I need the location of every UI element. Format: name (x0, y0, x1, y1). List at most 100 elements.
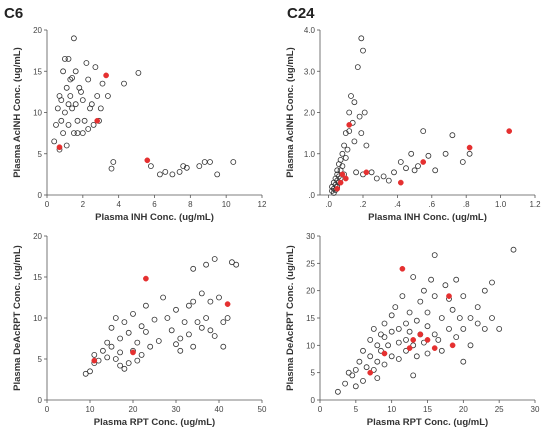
y-tick-label: 25 (306, 259, 315, 268)
data-point (363, 142, 370, 149)
y-axis-title: Plasma DeAcRPT Conc. (ug/mL) (12, 245, 23, 391)
data-point (58, 117, 65, 124)
data-point (489, 279, 495, 286)
data-point (112, 315, 119, 321)
data-point (60, 130, 66, 137)
y-tick-label: 10 (33, 109, 42, 118)
highlighted-data-point (342, 175, 349, 182)
highlighted-data-point (103, 72, 109, 79)
x-tick-label: 8 (188, 200, 193, 209)
data-point (424, 350, 431, 357)
data-point (351, 138, 358, 145)
data-point (467, 315, 474, 321)
data-point (190, 265, 197, 272)
data-point (183, 164, 190, 171)
highlighted-data-point (91, 357, 98, 364)
data-point (339, 150, 346, 157)
data-point (105, 93, 111, 99)
data-point (198, 290, 205, 297)
data-point (406, 328, 413, 335)
data-point (352, 383, 359, 390)
data-point (155, 338, 162, 344)
data-point (125, 360, 132, 367)
data-point (373, 175, 380, 182)
data-point (117, 349, 123, 356)
data-point (368, 169, 375, 176)
data-point (69, 105, 75, 112)
data-point (406, 309, 413, 316)
y-tick-label: 10 (33, 314, 42, 323)
data-point (216, 294, 222, 301)
y-tick-label: 5 (38, 150, 43, 159)
data-point (82, 370, 89, 377)
x-tick-label: .4 (394, 200, 401, 209)
data-point (151, 316, 158, 323)
data-point (342, 380, 349, 387)
highlighted-data-point (130, 349, 136, 356)
chart-c6-inh: 0 2 4 6 8 10 12 0 5 10 15 20 Plasma INH Conc. (ug/mL… (12, 26, 267, 223)
y-tick-label: 5 (311, 369, 316, 378)
data-point (374, 358, 381, 365)
data-point (381, 320, 388, 327)
data-point (79, 130, 86, 137)
data-point (381, 361, 388, 368)
data-point (97, 105, 104, 112)
data-point (220, 343, 227, 350)
data-point (185, 302, 192, 309)
data-point (459, 159, 466, 165)
data-point (65, 122, 72, 128)
data-point (164, 315, 171, 321)
data-point (474, 320, 481, 327)
data-point (453, 276, 460, 283)
highlighted-data-point (466, 144, 473, 151)
x-tick-label: 40 (215, 405, 224, 414)
data-point (403, 347, 409, 354)
data-point (385, 342, 392, 349)
data-point (224, 315, 231, 321)
data-point (395, 356, 402, 362)
y-tick-label: 1.0 (304, 150, 316, 159)
panel-label-c6: C6 (4, 5, 23, 22)
x-tick-label: 20 (459, 405, 468, 414)
y-tick-label: 15 (33, 67, 42, 76)
data-point (397, 159, 404, 165)
data-point (104, 354, 111, 361)
data-point (356, 113, 363, 120)
x-tick-label: .0 (325, 200, 332, 209)
x-axis-title: Plasma INH Conc. (ug/mL) (95, 212, 214, 223)
x-tick-label: 4 (116, 200, 121, 209)
data-point (108, 343, 115, 350)
data-point (142, 302, 149, 309)
data-point (403, 165, 409, 172)
y-tick-label: 0 (311, 396, 316, 405)
data-point (117, 335, 123, 342)
highlighted-data-point (94, 117, 101, 124)
data-point (110, 159, 117, 165)
x-tick-label: .8 (463, 200, 470, 209)
data-point (435, 336, 442, 343)
x-tick-label: 10 (387, 405, 396, 414)
data-point (438, 315, 445, 321)
data-point (334, 388, 341, 395)
data-point (230, 159, 237, 165)
data-point (388, 328, 395, 335)
data-point (60, 68, 66, 75)
data-point (138, 351, 145, 358)
x-tick-label: 0 (45, 405, 50, 414)
data-point (410, 342, 417, 349)
y-tick-label: 15 (306, 314, 315, 323)
data-point (121, 319, 128, 326)
data-point (438, 347, 445, 354)
x-tick-label: .6 (428, 200, 435, 209)
chart-c24-rpt: 0 5 10 15 20 25 30 0 5 10 15 20 25 30 Plasma RPT Conc.… (285, 232, 540, 428)
data-point (453, 334, 460, 341)
data-point (392, 304, 399, 311)
highlighted-data-point (406, 345, 413, 351)
highlighted-data-point (410, 337, 417, 343)
data-point (431, 252, 438, 259)
data-point (67, 93, 74, 99)
data-point (408, 150, 415, 157)
data-point (92, 64, 99, 70)
data-point (201, 159, 208, 165)
x-tick-label: 6 (152, 200, 157, 209)
